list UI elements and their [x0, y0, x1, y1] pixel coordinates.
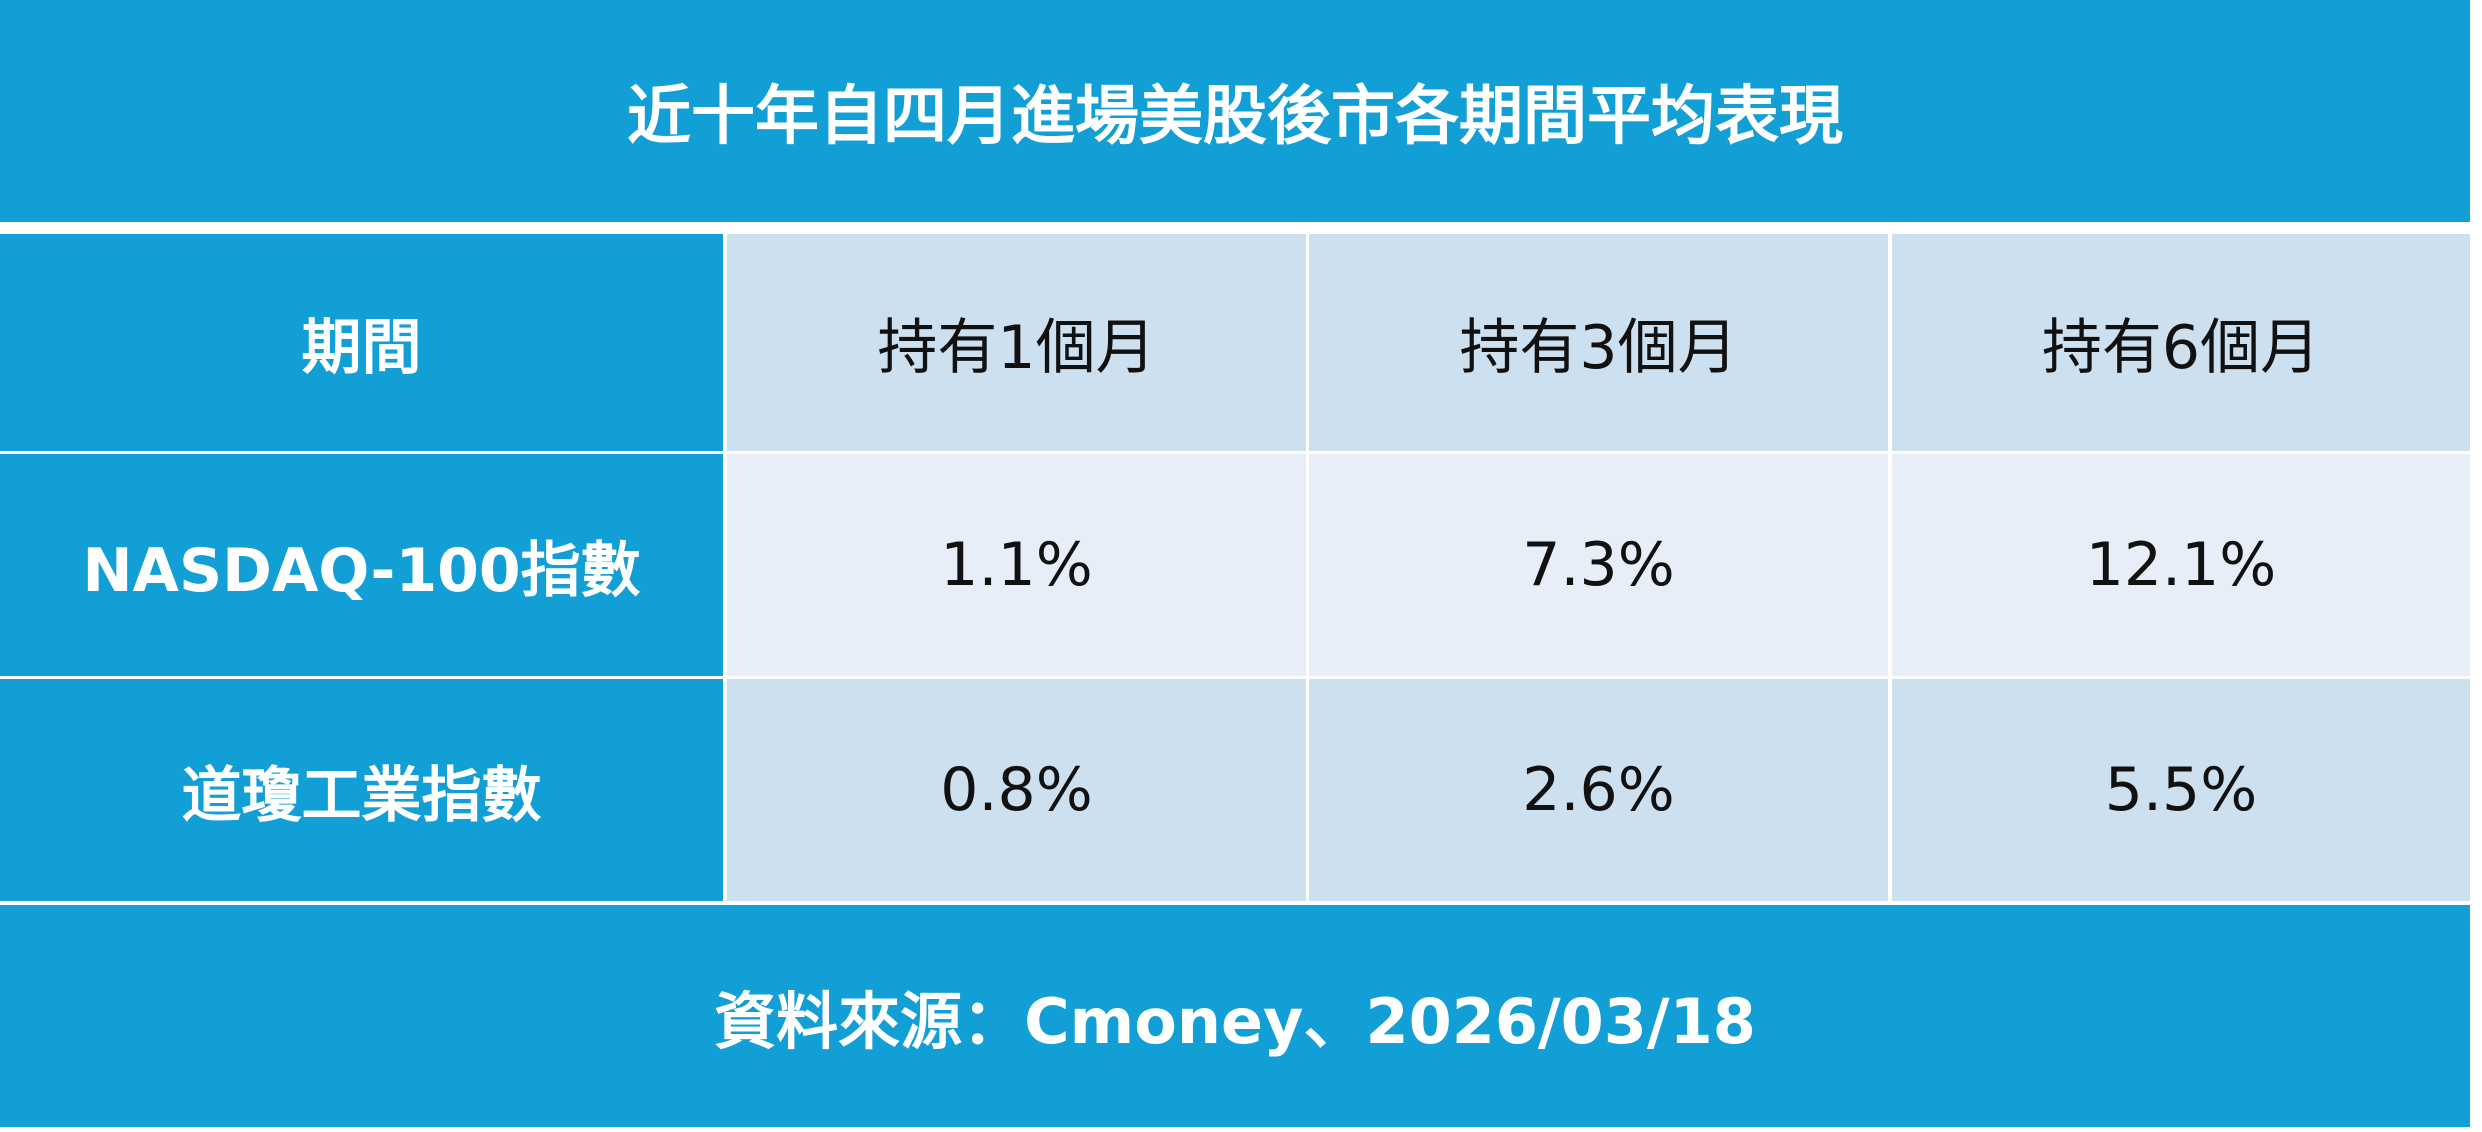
header-cell: 期間	[0, 234, 723, 451]
header-cell: 持有1個月	[727, 234, 1306, 451]
header-cell: 持有3個月	[1309, 234, 1888, 451]
row-header: 道瓊工業指數	[0, 679, 723, 901]
data-cell: 12.1%	[1892, 454, 2470, 676]
source-note: 資料來源：Cmoney、2026/03/18	[0, 905, 2470, 1127]
title: 近十年自四月進場美股後市各期間平均表現	[0, 0, 2470, 222]
data-cell: 0.8%	[727, 679, 1306, 901]
data-cell: 2.6%	[1309, 679, 1888, 901]
row-header: NASDAQ-100指數	[0, 454, 723, 676]
data-cell: 5.5%	[1892, 679, 2470, 901]
data-cell: 7.3%	[1309, 454, 1888, 676]
data-cell: 1.1%	[727, 454, 1306, 676]
header-cell: 持有6個月	[1892, 234, 2470, 451]
